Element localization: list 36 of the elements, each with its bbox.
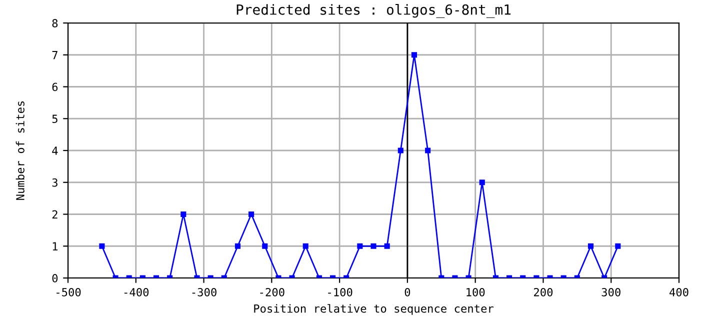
y-tick-label: 3 bbox=[52, 178, 58, 187]
x-tick-label: 0 bbox=[404, 288, 410, 296]
point bbox=[180, 211, 186, 218]
point bbox=[615, 243, 621, 249]
x-tick-label: -300 bbox=[192, 288, 216, 296]
point bbox=[248, 211, 254, 218]
point bbox=[370, 243, 376, 249]
x-tick-label: -400 bbox=[124, 288, 149, 296]
x-tick-label: 100 bbox=[466, 288, 485, 296]
y-tick-label: 5 bbox=[52, 114, 58, 124]
point bbox=[479, 180, 485, 186]
y-tick-label: 6 bbox=[52, 82, 58, 92]
y-tick-label: 1 bbox=[52, 242, 58, 250]
point bbox=[384, 243, 390, 249]
x-tick-label: -200 bbox=[260, 288, 284, 296]
point bbox=[234, 243, 240, 249]
x-tick-label: 400 bbox=[670, 288, 688, 296]
x-axis-title: Position relative to sequence center bbox=[254, 304, 494, 315]
point bbox=[302, 243, 308, 249]
chart-title: Predicted sites : oligos_6-8nt_m1 bbox=[236, 4, 511, 18]
x-tick-label: 300 bbox=[602, 288, 620, 296]
y-tick-label: 7 bbox=[52, 51, 58, 60]
point bbox=[425, 148, 431, 154]
x-tick-label: -100 bbox=[328, 288, 352, 296]
y-tick-label: 8 bbox=[52, 19, 58, 28]
x-tick-label: -500 bbox=[56, 288, 81, 296]
x-tick-label: 200 bbox=[534, 288, 553, 296]
y-axis-title: Number of sites bbox=[16, 101, 24, 200]
y-tick-label: 2 bbox=[52, 210, 58, 218]
point bbox=[357, 243, 363, 249]
point bbox=[99, 243, 105, 249]
y-tick-label: 0 bbox=[52, 274, 58, 282]
point bbox=[588, 243, 594, 249]
y-tick-label: 4 bbox=[52, 146, 58, 155]
point bbox=[262, 243, 268, 249]
point bbox=[398, 148, 404, 154]
